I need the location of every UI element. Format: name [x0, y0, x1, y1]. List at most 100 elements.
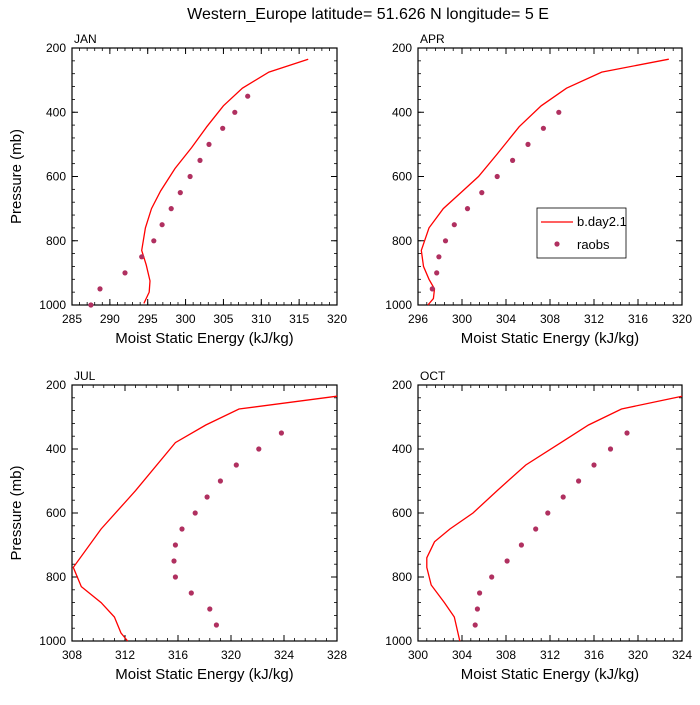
raobs-point: [556, 109, 562, 115]
x-tick-label: 308: [540, 312, 560, 326]
x-tick-label: 300: [176, 312, 196, 326]
x-tick-label: 320: [221, 648, 241, 662]
y-tick-label: 400: [392, 442, 412, 456]
x-tick-label: 316: [628, 312, 648, 326]
raobs-point: [245, 93, 251, 99]
x-axis-label: Moist Static Energy (kJ/kg): [461, 330, 639, 347]
y-tick-label: 200: [392, 378, 412, 392]
raobs-point: [278, 430, 284, 436]
y-tick-label: 1000: [39, 298, 66, 312]
raobs-point: [525, 141, 531, 147]
y-tick-label: 200: [46, 378, 66, 392]
x-tick-label: 312: [115, 648, 135, 662]
x-tick-label: 324: [672, 648, 692, 662]
y-tick-label: 200: [46, 41, 66, 55]
x-tick-label: 295: [138, 312, 158, 326]
x-tick-label: 300: [452, 312, 472, 326]
panel-oct: OCT 300 304 308 312 316 320 324 200 400 600 800 1000…: [385, 369, 692, 683]
panel-jan: JAN 285 290 295 300 305 310 315 320 200 400 600 800 1…: [8, 32, 347, 347]
y-axis-label: Pressure (mb): [8, 129, 25, 224]
x-tick-label: 320: [628, 648, 648, 662]
raobs-point: [607, 446, 614, 452]
raobs-point: [232, 109, 238, 115]
x-tick-label: 310: [251, 312, 271, 326]
raobs-point: [545, 510, 551, 516]
raobs-point: [436, 254, 442, 260]
x-tick-label: 320: [327, 312, 347, 326]
y-tick-label: 400: [46, 442, 66, 456]
y-tick-label: 1000: [385, 298, 412, 312]
model-line: [426, 395, 683, 642]
x-tick-label: 300: [408, 648, 428, 662]
raobs-point: [442, 238, 449, 244]
y-tick-label: 800: [392, 570, 412, 584]
raobs-point: [168, 206, 174, 212]
raobs-point: [474, 606, 480, 612]
x-tick-label: 285: [62, 312, 82, 326]
raobs-point: [179, 526, 185, 532]
x-tick-label: 328: [327, 648, 347, 662]
y-tick-label: 800: [392, 234, 412, 248]
panel-title: APR: [420, 32, 445, 46]
legend-label-obs: raobs: [577, 237, 610, 252]
y-tick-label: 600: [392, 170, 412, 184]
raobs-point: [97, 286, 103, 292]
raobs-point: [171, 558, 177, 564]
panel-title: JAN: [74, 32, 97, 46]
raobs-point: [494, 173, 500, 180]
y-tick-label: 600: [46, 506, 66, 520]
raobs-point: [187, 173, 193, 180]
raobs-point: [217, 478, 223, 484]
panel-apr: APR 296 300 304 308 312 316 320 200 400 600 800 1000…: [385, 32, 692, 347]
panel-title: OCT: [420, 369, 446, 383]
raobs-point: [533, 526, 539, 532]
model-line: [141, 58, 309, 304]
x-tick-label: 290: [100, 312, 120, 326]
panel-jul: JUL 308 312 316 320 324 328 200 400 600 800 1000 Moi…: [8, 369, 347, 683]
plot-frame: [71, 47, 338, 306]
y-tick-label: 1000: [39, 634, 66, 648]
x-tick-label: 312: [584, 312, 604, 326]
y-tick-label: 400: [392, 105, 412, 119]
x-tick-label: 308: [496, 648, 516, 662]
raobs-point: [489, 574, 495, 580]
x-axis-label: Moist Static Energy (kJ/kg): [115, 330, 293, 347]
raobs-point: [172, 574, 178, 580]
figure-title: Western_Europe latitude= 51.626 N longit…: [187, 6, 549, 23]
raobs-point: [479, 190, 485, 196]
raobs-point: [518, 542, 525, 548]
y-tick-label: 800: [46, 570, 66, 584]
y-tick-label: 800: [46, 234, 66, 248]
raobs-point: [88, 302, 94, 308]
y-tick-label: 600: [46, 170, 66, 184]
raobs-point: [177, 190, 183, 196]
x-tick-label: 304: [452, 648, 472, 662]
raobs-point: [256, 446, 262, 452]
raobs-point: [624, 430, 630, 436]
panel-title: JUL: [74, 369, 96, 383]
legend-label-model: b.day2.1: [577, 214, 627, 229]
y-axis-label: Pressure (mb): [8, 465, 25, 560]
x-tick-label: 324: [274, 648, 294, 662]
model-line: [72, 395, 338, 642]
x-axis-label: Moist Static Energy (kJ/kg): [461, 666, 639, 683]
raobs-point: [159, 222, 165, 228]
y-tick-label: 600: [392, 506, 412, 520]
raobs-point: [560, 494, 566, 500]
x-tick-label: 304: [496, 312, 516, 326]
x-tick-label: 305: [213, 312, 233, 326]
y-tick-label: 400: [46, 105, 66, 119]
raobs-point: [509, 157, 516, 163]
raobs-point: [451, 222, 457, 228]
x-tick-label: 320: [672, 312, 692, 326]
plot-frame: [71, 384, 338, 642]
raobs-point: [220, 125, 226, 131]
raobs-point: [591, 462, 597, 468]
raobs-point: [206, 141, 212, 147]
raobs-point: [188, 590, 194, 596]
raobs-point: [233, 462, 239, 468]
raobs-point: [477, 590, 483, 596]
x-tick-label: 315: [289, 312, 309, 326]
raobs-point: [429, 286, 435, 292]
